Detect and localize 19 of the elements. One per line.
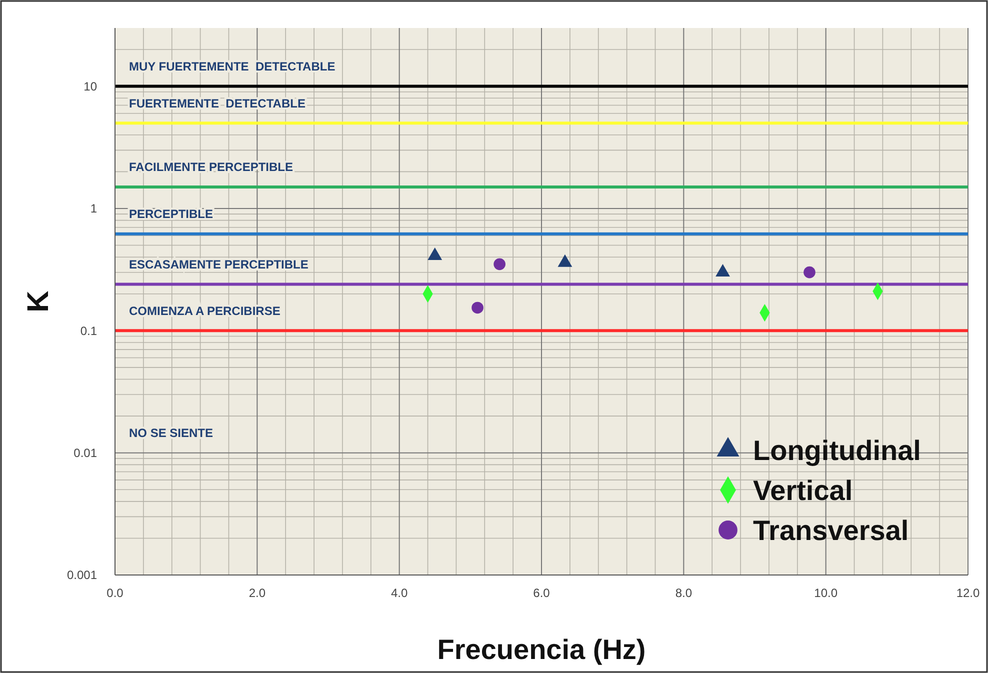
legend-label: Vertical <box>753 474 853 506</box>
x-tick-label: 2.0 <box>248 586 266 600</box>
x-tick-label: 6.0 <box>533 586 550 600</box>
annotation: NO SE SIENTE <box>129 426 214 440</box>
y-axis-title: K <box>22 290 55 312</box>
x-tick-label: 12.0 <box>956 586 980 600</box>
y-tick-label: 1 <box>90 202 98 216</box>
legend-label: Longitudinal <box>753 434 921 466</box>
x-tick-label: 4.0 <box>390 586 408 600</box>
y-tick-label: 0.01 <box>74 446 98 460</box>
legend-label: Transversal <box>753 514 909 546</box>
x-tick-label: 8.0 <box>675 586 692 600</box>
x-tick-label: 0.0 <box>106 586 124 600</box>
x-tick-label: 10.0 <box>814 586 838 600</box>
y-tick-label: 0.001 <box>66 568 98 582</box>
y-tick-label: 0.1 <box>80 324 98 338</box>
y-tick-label: 10 <box>84 79 98 94</box>
ref-line-label: PERCEPTIBLE <box>129 207 214 222</box>
x-axis-title: Frecuencia (Hz) <box>437 634 646 665</box>
